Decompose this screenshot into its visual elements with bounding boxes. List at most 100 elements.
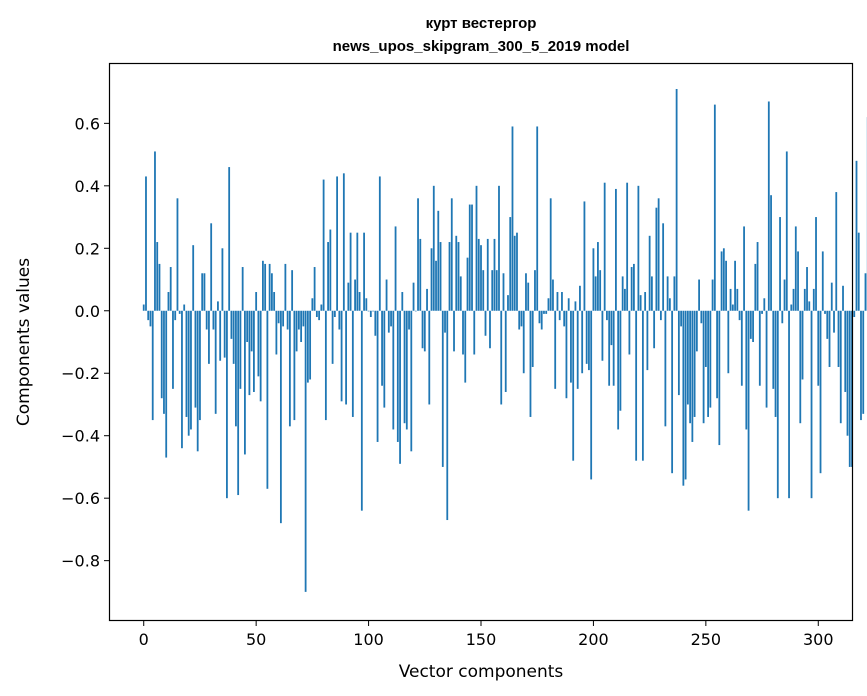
bar [464,310,467,383]
bar [844,310,847,392]
bar [309,310,312,380]
bar [489,310,491,349]
bar [855,160,858,311]
bar [689,310,692,424]
y-tick-label: 0.4 [75,177,100,196]
bar [641,310,644,461]
bar [471,204,473,311]
bar [181,310,183,449]
y-tick-label: −0.2 [61,364,100,383]
bar [583,201,586,311]
bar [606,310,608,321]
bar [819,310,822,474]
bar [794,226,797,311]
bar [628,310,631,355]
x-axis-label: Vector components [399,662,564,682]
bar [151,310,154,421]
bar [576,310,579,389]
bar [444,310,446,333]
bar [511,126,514,311]
bar [237,310,240,496]
bar [619,310,622,411]
bar [702,310,705,424]
bar [709,310,712,408]
bar [862,310,865,414]
bar [358,292,361,311]
bar [495,270,498,311]
bar [740,310,743,386]
bar [430,248,433,311]
bar [639,295,642,311]
bar [201,273,204,311]
bar [734,260,736,311]
bar [340,310,343,402]
bar [194,310,197,408]
bar [246,310,249,342]
bar [277,310,280,324]
bar [538,310,541,324]
bar [556,292,559,311]
bar [857,232,860,311]
bar [295,310,298,352]
bar [304,310,307,592]
bar [644,292,647,311]
bar [279,310,282,524]
bar [158,263,161,311]
bar [635,310,638,461]
bar [248,310,251,396]
bar [235,310,237,427]
bar [390,310,392,327]
bar [527,282,530,311]
bar [423,310,426,352]
bar [491,270,494,311]
bar [716,310,718,399]
bar [830,282,833,311]
bar [545,310,548,314]
bar [864,273,867,311]
bar [372,310,374,312]
bar [570,310,572,383]
bar [394,226,397,311]
chart-title: курт вестергор [426,15,537,32]
bar [174,310,177,321]
bar [270,273,273,311]
bar [327,242,329,311]
bar [437,210,440,311]
bar [320,304,323,311]
bar [540,310,543,330]
chart-subtitle: news_upos_skipgram_300_5_2019 model [333,38,630,55]
bar [783,279,786,311]
bar [315,310,318,318]
bar [590,310,593,480]
bar [275,310,278,355]
bar [383,310,386,408]
bar [259,310,262,402]
bar [462,310,464,355]
bar [288,310,291,427]
bar [754,263,757,311]
bar [668,298,671,311]
bar [727,310,730,374]
bar [749,310,752,339]
bar [747,310,750,511]
bar [821,251,824,311]
bar [493,238,496,311]
bar [673,276,676,311]
bar [655,207,658,311]
bar [536,126,539,311]
bar [579,285,581,311]
bar [835,192,838,311]
bar [826,310,829,339]
bar [219,310,222,361]
x-tick-label: 0 [139,630,149,649]
bar [376,310,379,442]
bar [412,282,415,311]
bar [426,288,428,311]
bar [653,310,656,349]
bar [468,204,471,311]
bar [729,288,732,311]
bar [718,310,721,446]
bar [500,310,503,405]
bar [552,279,554,311]
bar [205,310,208,330]
